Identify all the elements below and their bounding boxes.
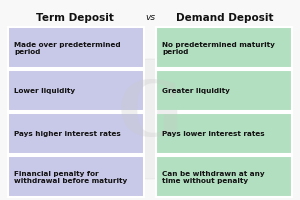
Bar	[8, 28, 144, 69]
Text: Financial penalty for
withdrawal before maturity: Financial penalty for withdrawal before …	[14, 170, 127, 183]
Text: vs: vs	[145, 13, 155, 22]
Bar	[8, 156, 144, 197]
Text: G: G	[117, 78, 183, 151]
Bar	[156, 28, 292, 69]
Text: Pays lower interest rates: Pays lower interest rates	[162, 131, 265, 137]
Text: Can be withdrawn at any
time without penalty: Can be withdrawn at any time without pen…	[162, 170, 265, 183]
Text: Term Deposit: Term Deposit	[36, 13, 114, 23]
Bar	[8, 113, 144, 154]
Text: Lower liquidity: Lower liquidity	[14, 88, 75, 94]
Text: Greater liquidity: Greater liquidity	[162, 88, 230, 94]
Text: No predetermined maturity
period: No predetermined maturity period	[162, 41, 275, 55]
Text: Pays higher interest rates: Pays higher interest rates	[14, 131, 121, 137]
Text: Made over predetermined
period: Made over predetermined period	[14, 41, 121, 55]
Text: Demand Deposit: Demand Deposit	[176, 13, 274, 23]
Bar	[156, 156, 292, 197]
Bar	[156, 113, 292, 154]
Ellipse shape	[90, 60, 210, 179]
Bar	[8, 71, 144, 111]
Bar	[156, 71, 292, 111]
